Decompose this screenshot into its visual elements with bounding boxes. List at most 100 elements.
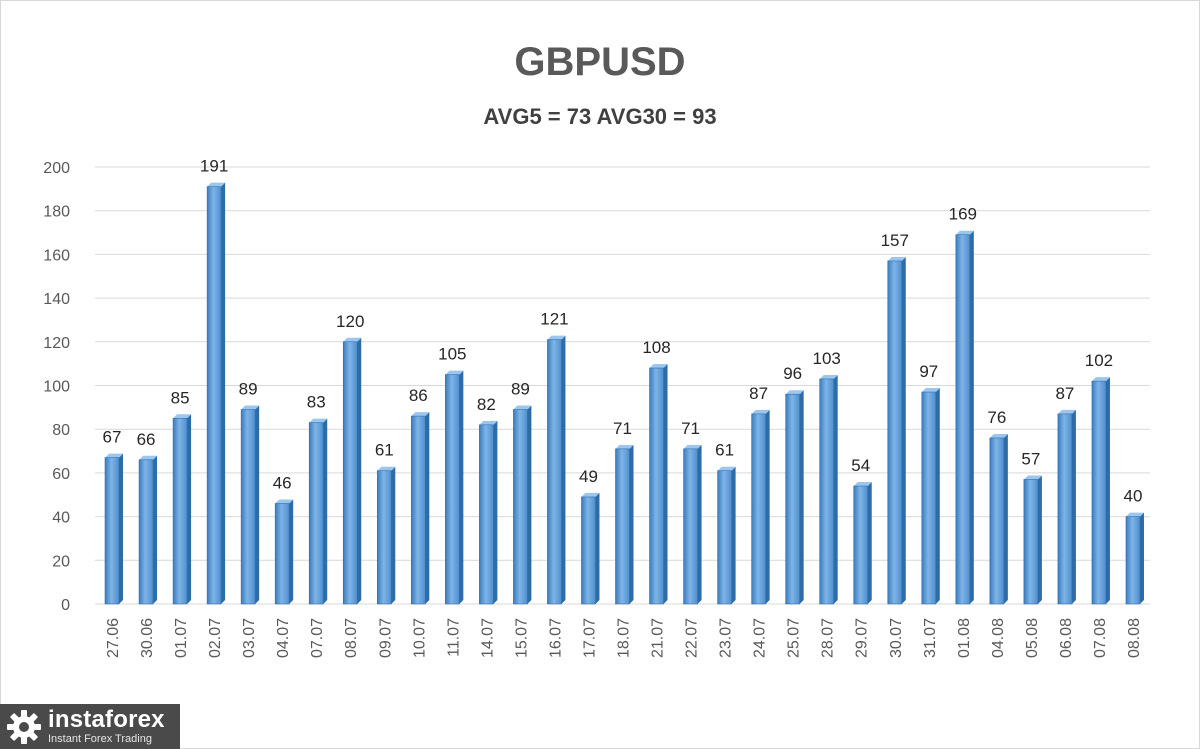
data-label: 54 <box>851 456 870 475</box>
bar-24.07 <box>751 409 770 605</box>
x-tick-label: 14.07 <box>479 618 496 658</box>
data-label: 61 <box>375 441 394 460</box>
watermark: instaforex Instant Forex Trading <box>0 704 180 749</box>
bar-top <box>241 405 260 410</box>
bar-top <box>547 335 566 340</box>
bar-front <box>172 417 188 605</box>
bar-front <box>411 415 426 605</box>
x-tick-label: 18.07 <box>616 618 633 658</box>
bar-22.07 <box>683 444 702 605</box>
x-tick-label: 30.06 <box>139 618 156 658</box>
bar-front <box>274 503 290 605</box>
bar-front <box>445 374 460 605</box>
x-tick-label: 02.07 <box>207 618 224 658</box>
bar-18.07 <box>615 444 634 605</box>
x-tick-label: 24.07 <box>752 618 769 658</box>
bar-front <box>376 470 392 605</box>
data-label: 57 <box>1021 449 1040 468</box>
bar-side <box>901 256 906 604</box>
data-label: 105 <box>438 345 466 364</box>
bar-top <box>819 374 838 379</box>
bar-front <box>921 391 937 605</box>
bar-side <box>799 390 804 604</box>
bar-front <box>1057 413 1073 605</box>
bar-front <box>240 409 256 605</box>
data-label: 120 <box>336 312 364 331</box>
bar-11.07 <box>445 370 464 605</box>
bar-front <box>615 448 630 605</box>
bar-top <box>377 466 396 471</box>
bar-30.06 <box>138 455 158 605</box>
x-tick-label: 15.07 <box>513 618 530 658</box>
bar-27.06 <box>104 453 124 605</box>
bar-front <box>887 260 903 605</box>
data-label: 66 <box>137 430 156 449</box>
bar-front <box>104 457 120 605</box>
bar-25.07 <box>785 390 804 605</box>
bar-side <box>289 499 294 604</box>
bar-front <box>1091 380 1107 605</box>
bar-front <box>1023 479 1039 605</box>
bar-side <box>595 492 600 604</box>
bar-side <box>391 466 396 604</box>
bar-top <box>887 256 906 261</box>
y-tick-label: 0 <box>61 597 70 614</box>
bar-side <box>867 482 872 604</box>
data-label: 89 <box>511 380 530 399</box>
x-tick-label: 16.07 <box>547 618 564 658</box>
bar-top <box>785 390 804 395</box>
data-label: 71 <box>613 419 632 438</box>
data-label: 157 <box>881 231 909 250</box>
y-tick-label: 80 <box>52 422 70 439</box>
data-label: 97 <box>919 362 938 381</box>
x-tick-label: 27.06 <box>105 618 122 658</box>
x-tick-label: 04.08 <box>990 618 1007 658</box>
bar-07.08 <box>1091 377 1110 605</box>
bar-side <box>153 455 158 604</box>
bars <box>104 182 1144 605</box>
bar-front <box>853 485 869 605</box>
x-tick-label: 21.07 <box>650 618 667 658</box>
x-tick-label: 29.07 <box>854 618 871 658</box>
bar-08.07 <box>342 337 362 605</box>
bar-09.07 <box>376 466 396 605</box>
bar-top <box>989 433 1008 438</box>
bar-top <box>1125 512 1144 517</box>
chart-title: GBPUSD <box>514 40 686 84</box>
data-label: 96 <box>783 364 802 383</box>
bar-31.07 <box>921 388 940 605</box>
bar-17.07 <box>581 492 600 605</box>
bar-03.07 <box>240 405 260 605</box>
bar-front <box>649 367 664 605</box>
bar-04.07 <box>274 499 294 605</box>
data-label: 61 <box>715 441 734 460</box>
x-tick-label: 09.07 <box>377 618 394 658</box>
bar-side <box>221 182 226 605</box>
bar-top <box>615 444 634 449</box>
data-label: 87 <box>749 384 768 403</box>
x-axis-ticks: 27.06 30.06 01.07 02.07 03.07 04.07 07.07 08.07… <box>105 618 1143 658</box>
data-label: 82 <box>477 395 496 414</box>
bar-top <box>581 492 600 497</box>
data-label: 108 <box>642 338 670 357</box>
bar-04.08 <box>989 433 1008 605</box>
bar-29.07 <box>853 482 872 605</box>
data-label: 89 <box>239 380 258 399</box>
y-tick-label: 60 <box>52 466 70 483</box>
bar-01.08 <box>955 230 974 605</box>
bar-08.08 <box>1125 512 1144 605</box>
bar-02.07 <box>206 182 226 605</box>
x-tick-label: 07.07 <box>309 618 326 658</box>
data-label: 102 <box>1085 351 1113 370</box>
data-label: 87 <box>1055 384 1074 403</box>
x-tick-label: 31.07 <box>922 618 939 658</box>
y-tick-label: 120 <box>43 335 70 352</box>
bar-front <box>989 437 1005 605</box>
x-tick-label: 05.08 <box>1024 618 1041 658</box>
bar-front <box>751 413 766 605</box>
y-tick-label: 160 <box>43 247 70 264</box>
bar-side <box>187 414 192 604</box>
bar-front <box>819 378 834 605</box>
bar-side <box>969 230 974 605</box>
